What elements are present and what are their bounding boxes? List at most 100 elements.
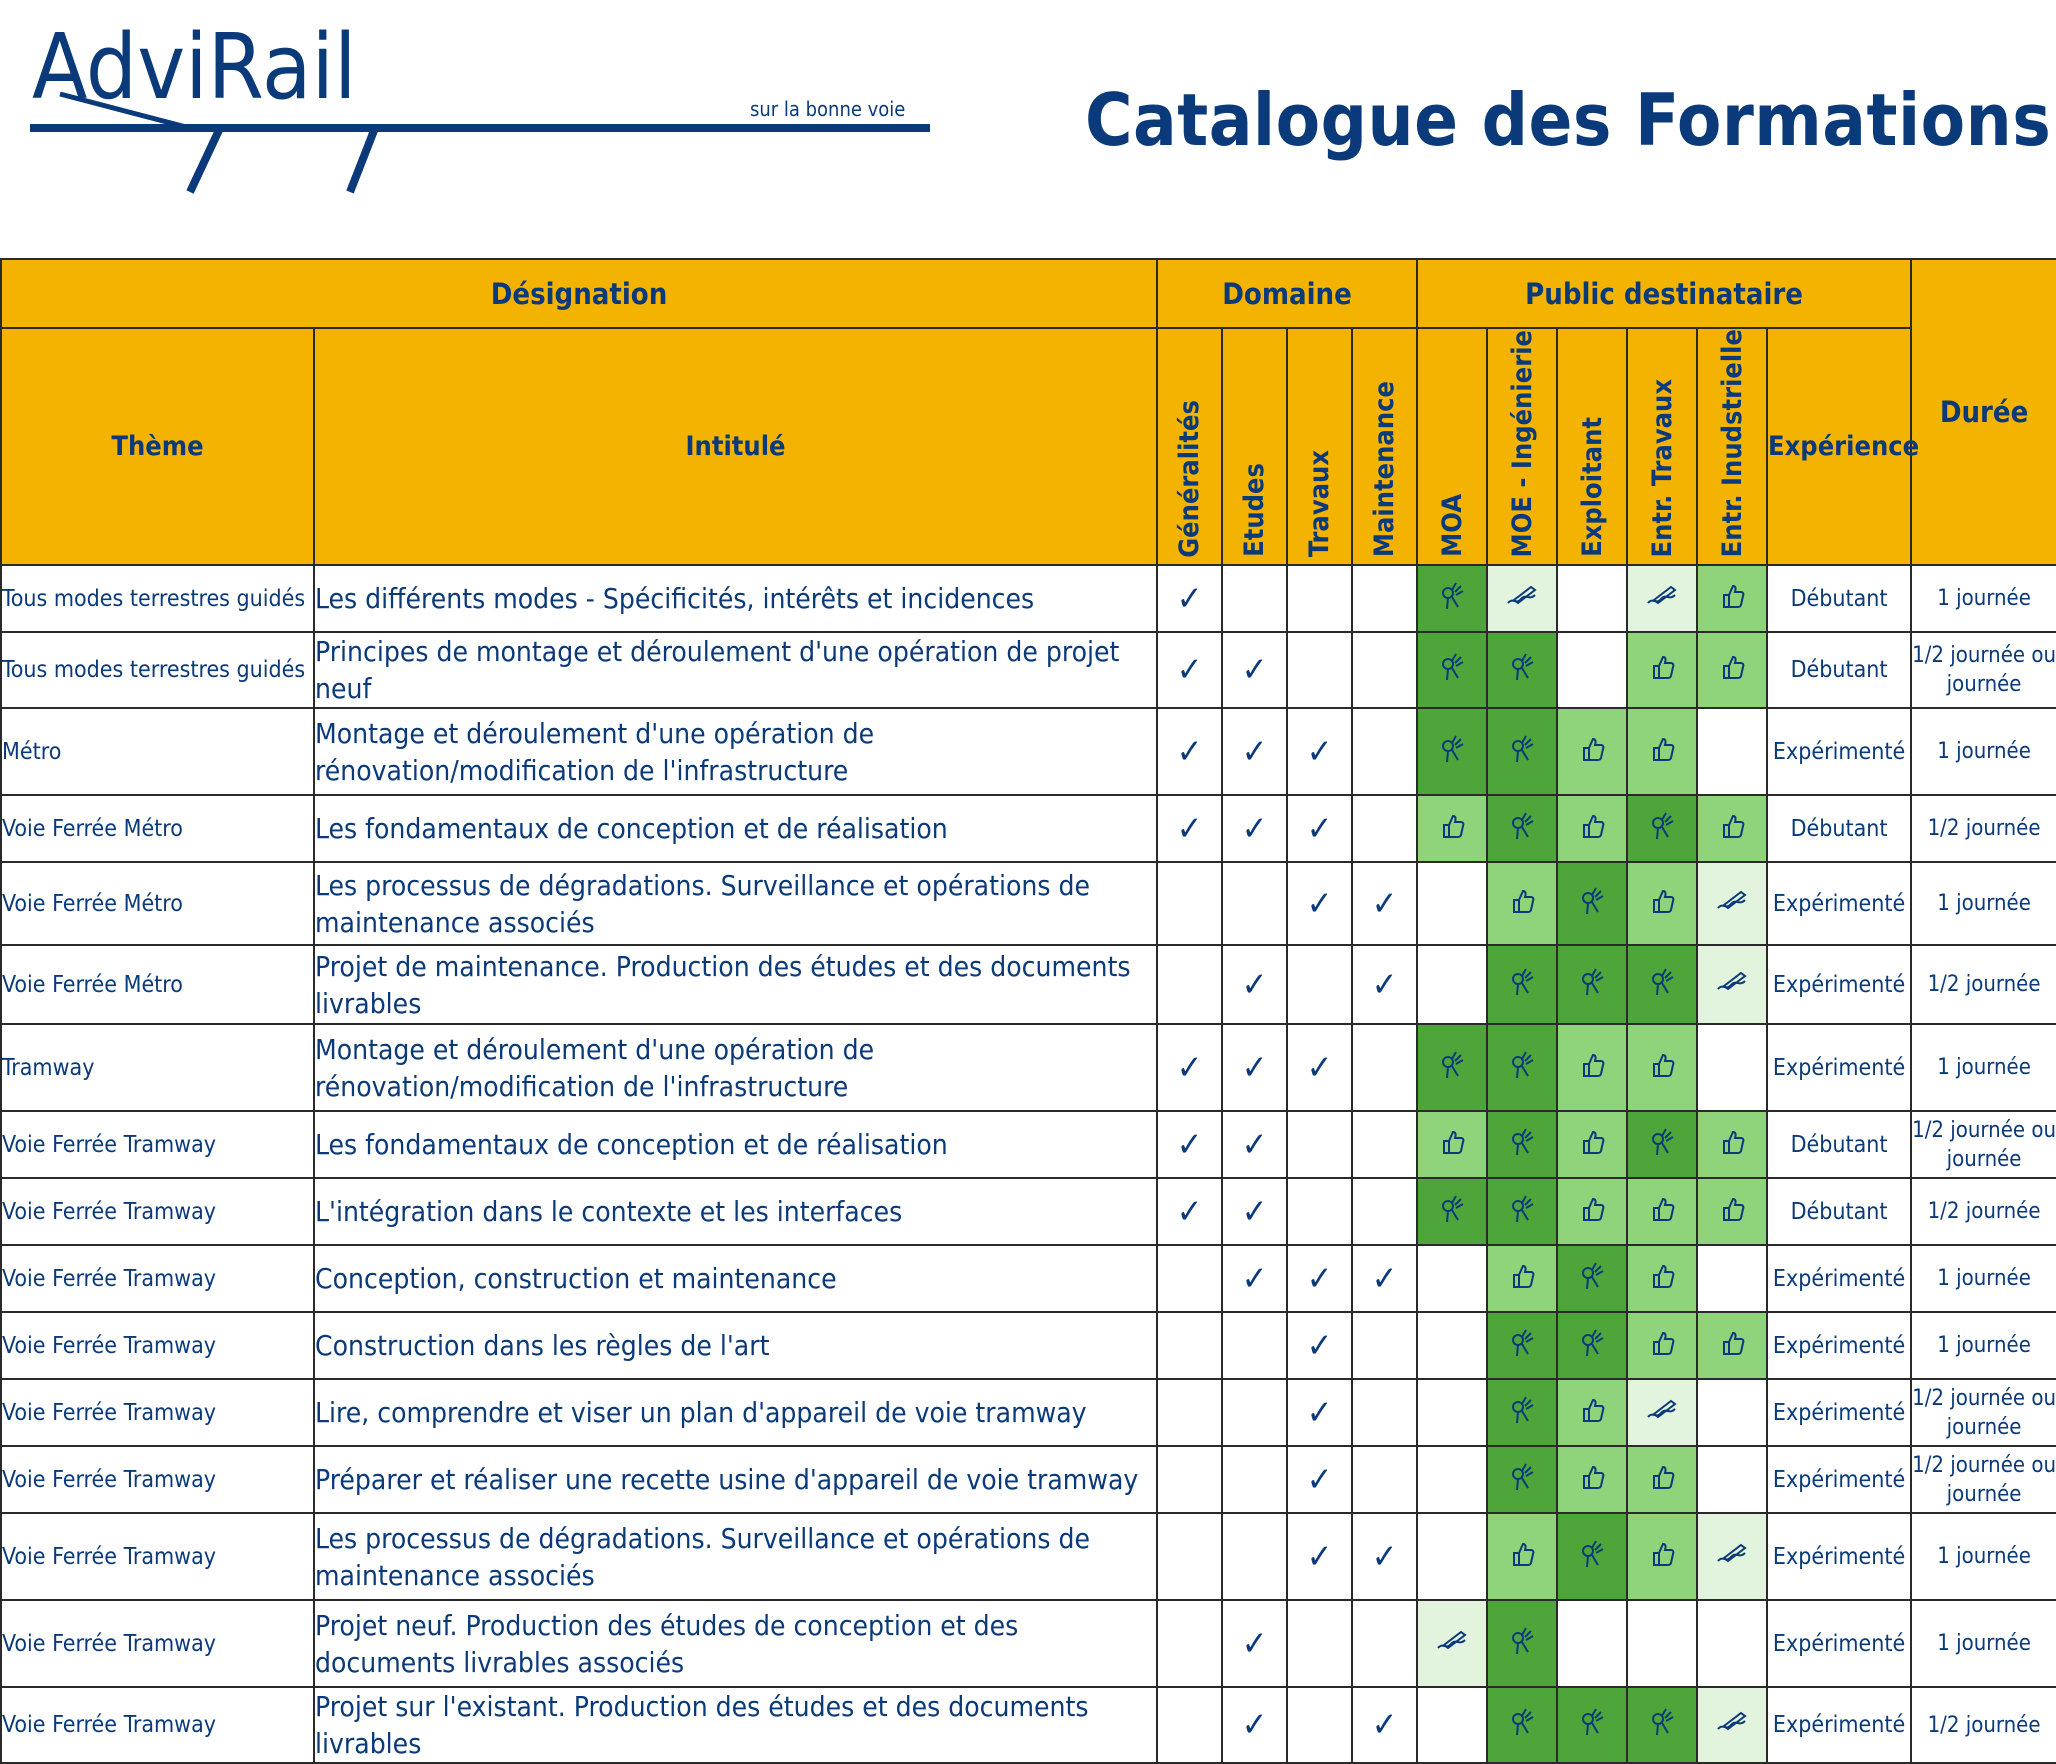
check-icon: ✓: [1241, 1124, 1268, 1165]
experience-cell: Expérimenté: [1766, 1311, 1913, 1381]
ok-hand-icon: [1508, 1328, 1536, 1364]
thumbs-up-icon: [1649, 1195, 1675, 1229]
theme-cell: Voie Ferrée Tramway: [0, 1244, 315, 1314]
audience-level-cell: [1626, 1599, 1699, 1689]
header-generalites: Généralités: [1156, 326, 1224, 567]
audience-level-cell: [1486, 631, 1559, 710]
audience-level-cell: [1486, 1110, 1559, 1180]
theme-cell: Voie Ferrée Tramway: [0, 1512, 315, 1602]
audience-level-cell: [1696, 1311, 1769, 1381]
writing-hand-icon: [1715, 1709, 1749, 1741]
check-icon: ✓: [1306, 808, 1333, 849]
thumbs-up-icon: [1509, 1540, 1535, 1574]
domain-cell: [1351, 1177, 1419, 1247]
audience-level-cell: [1486, 794, 1559, 864]
thumbs-up-icon: [1579, 1128, 1605, 1162]
table-row: Voie Ferrée Tramway Préparer et réaliser …: [0, 1445, 2056, 1515]
audience-level-cell: [1626, 1177, 1699, 1247]
domain-cell: [1351, 1311, 1419, 1381]
intitule-cell: Les processus de dégradations. Surveilla…: [312, 1512, 1159, 1602]
audience-level-cell: [1626, 1445, 1699, 1515]
ok-hand-icon: [1578, 1328, 1606, 1364]
audience-level-cell: [1416, 794, 1489, 864]
table-row: Voie Ferrée Tramway Projet neuf. Producti…: [0, 1599, 2056, 1689]
intitule-cell: Projet sur l'existant. Production des ét…: [312, 1686, 1159, 1764]
duree-cell: 1 journée: [1910, 861, 2056, 947]
audience-level-cell: [1416, 944, 1489, 1026]
header-intitule: Intitulé: [312, 326, 1159, 567]
domain-cell: [1286, 564, 1354, 634]
audience-level-cell: [1556, 1378, 1629, 1448]
intitule-cell: Lire, comprendre et viser un plan d'appa…: [312, 1378, 1159, 1448]
theme-cell: Voie Ferrée Métro: [0, 794, 315, 864]
domain-cell: [1156, 1311, 1224, 1381]
check-icon: ✓: [1241, 1705, 1268, 1746]
domain-cell: ✓: [1221, 1023, 1289, 1113]
audience-level-cell: [1696, 794, 1769, 864]
domain-cell: ✓: [1156, 794, 1224, 864]
domain-cell: [1156, 1244, 1224, 1314]
duree-cell: 1/2 journée ou journée: [1910, 631, 2056, 710]
logo-wordmark: AdviRail: [32, 20, 357, 120]
check-icon: ✓: [1241, 808, 1268, 849]
ok-hand-icon: [1508, 734, 1536, 770]
table-row: Tous modes terrestres guidés Les différen…: [0, 564, 2056, 634]
audience-level-cell: [1626, 1023, 1699, 1113]
domain-cell: [1221, 1512, 1289, 1602]
duree-cell: 1/2 journée ou journée: [1910, 1110, 2056, 1180]
check-icon: ✓: [1306, 1047, 1333, 1088]
audience-level-cell: [1626, 1512, 1699, 1602]
header-entr-travaux: Entr. Travaux: [1626, 326, 1699, 567]
audience-level-cell: [1626, 944, 1699, 1026]
audience-level-cell: [1556, 1023, 1629, 1113]
tagline: sur la bonne voie: [750, 97, 906, 121]
audience-level-cell: [1486, 861, 1559, 947]
ok-hand-icon: [1508, 1395, 1536, 1431]
experience-cell: Expérimenté: [1766, 1599, 1913, 1689]
check-icon: ✓: [1371, 1258, 1398, 1299]
check-icon: ✓: [1241, 731, 1268, 772]
audience-level-cell: [1416, 1311, 1489, 1381]
audience-level-cell: [1416, 1445, 1489, 1515]
writing-hand-icon: [1435, 1628, 1469, 1660]
domain-cell: ✓: [1221, 794, 1289, 864]
thumbs-up-icon: [1579, 1195, 1605, 1229]
domain-cell: [1286, 1110, 1354, 1180]
audience-level-cell: [1556, 1599, 1629, 1689]
duree-cell: 1 journée: [1910, 564, 2056, 634]
audience-level-cell: [1696, 1378, 1769, 1448]
audience-level-cell: [1416, 1244, 1489, 1314]
domain-cell: ✓: [1156, 631, 1224, 710]
audience-level-cell: [1556, 1311, 1629, 1381]
writing-hand-icon: [1645, 583, 1679, 615]
ok-hand-icon: [1578, 886, 1606, 922]
check-icon: ✓: [1241, 1623, 1268, 1664]
table-row: Voie Ferrée Métro Projet de maintenance. …: [0, 944, 2056, 1026]
experience-cell: Expérimenté: [1766, 1378, 1913, 1448]
duree-cell: 1/2 journée: [1910, 944, 2056, 1026]
intitule-cell: Les fondamentaux de conception et de réa…: [312, 794, 1159, 864]
experience-cell: Débutant: [1766, 1177, 1913, 1247]
ok-hand-icon: [1508, 1127, 1536, 1163]
duree-cell: 1 journée: [1910, 1311, 2056, 1381]
theme-cell: Voie Ferrée Tramway: [0, 1599, 315, 1689]
theme-cell: Métro: [0, 707, 315, 797]
ok-hand-icon: [1508, 1626, 1536, 1662]
domain-cell: ✓: [1156, 1110, 1224, 1180]
header-domaine: Domaine: [1156, 258, 1419, 329]
domain-cell: [1156, 1686, 1224, 1764]
audience-level-cell: [1486, 1177, 1559, 1247]
domain-cell: ✓: [1286, 794, 1354, 864]
theme-cell: Voie Ferrée Tramway: [0, 1177, 315, 1247]
audience-level-cell: [1626, 861, 1699, 947]
audience-level-cell: [1626, 1244, 1699, 1314]
audience-level-cell: [1626, 631, 1699, 710]
duree-cell: 1 journée: [1910, 1244, 2056, 1314]
thumbs-up-icon: [1509, 887, 1535, 921]
theme-cell: Voie Ferrée Tramway: [0, 1378, 315, 1448]
domain-cell: [1286, 1599, 1354, 1689]
check-icon: ✓: [1306, 1325, 1333, 1366]
check-icon: ✓: [1306, 1459, 1333, 1500]
domain-cell: ✓: [1286, 1244, 1354, 1314]
domain-cell: ✓: [1156, 1023, 1224, 1113]
